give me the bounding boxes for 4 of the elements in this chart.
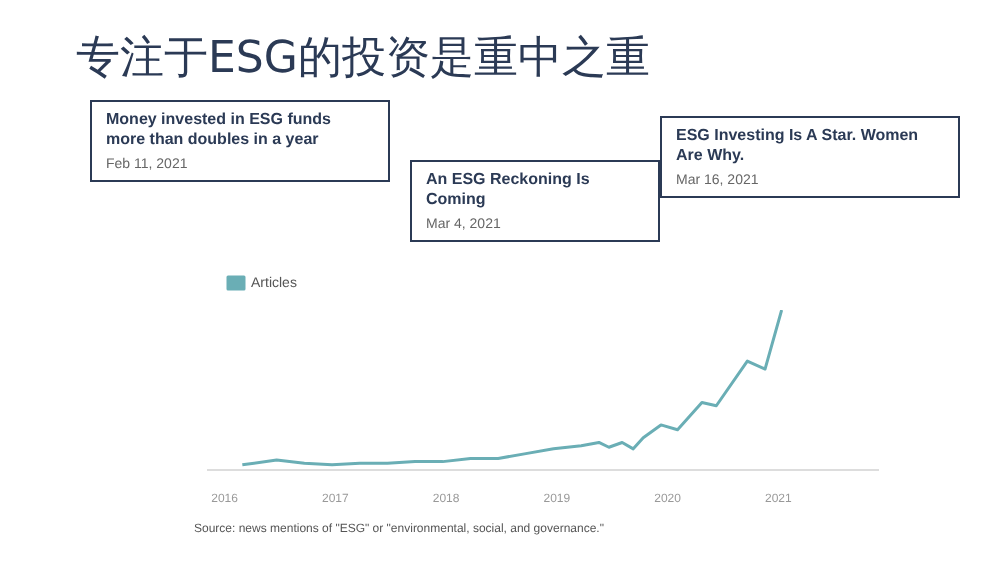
text: Money invested in ESG funds more than doubles in a year xyxy=(106,110,333,150)
text: An ESG Reckoning Is Coming xyxy=(426,170,592,210)
text: ESG Investing Is A Star. Women Are Why. xyxy=(676,126,921,166)
chart-title: 专注于ESG的投资是重中之重 xyxy=(76,32,650,88)
